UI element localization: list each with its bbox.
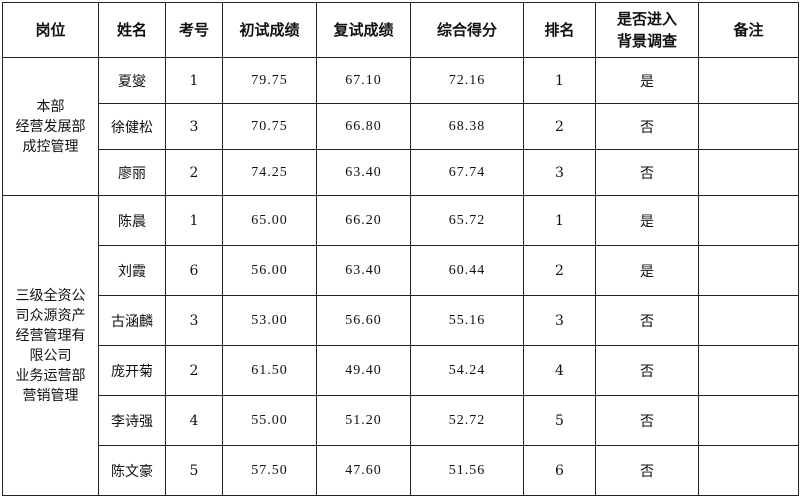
note-cell: [698, 57, 799, 104]
id-cell: 3: [165, 295, 223, 346]
table-row: 廖丽 2 74.25 63.40 67.74 3 否: [3, 149, 799, 196]
table-row: 古涵麟 3 53.00 56.60 55.16 3 否: [3, 295, 799, 346]
name-cell: 古涵麟: [98, 295, 166, 346]
header-first-score: 初试成绩: [222, 2, 317, 58]
bg-cell: 否: [595, 445, 699, 496]
bg-cell: 否: [595, 149, 699, 196]
rank-cell: 6: [523, 445, 596, 496]
rank-cell: 2: [523, 245, 596, 296]
bg-cell: 否: [595, 103, 699, 150]
rank-cell: 4: [523, 345, 596, 396]
table-row: 三级全资公 司众源资产 经营管理有 限公司 业务运营部 营销管理 陈晨 1 65.00…: [2, 195, 799, 496]
header-background-check: 是否进入背景调查: [595, 2, 699, 58]
bg-cell: 否: [595, 295, 699, 346]
position-cell: 本部 经营发展部 成控管理: [2, 57, 99, 196]
name-cell: 刘霞: [98, 245, 166, 296]
note-cell: [698, 395, 799, 446]
header-name: 姓名: [98, 2, 166, 58]
name-cell: 夏燮: [98, 57, 166, 104]
id-cell: 5: [165, 445, 223, 496]
name-cell: 庞开菊: [98, 345, 166, 396]
table-row: 本部 经营发展部 成控管理 夏燮 1 79.75 67.10 72.16 1 是: [2, 57, 799, 196]
bg-cell: 是: [595, 245, 699, 296]
first-cell: 79.75: [222, 57, 317, 104]
bg-cell: 否: [595, 345, 699, 396]
header-row: 岗位 姓名 考号 初试成绩 复试成绩 综合得分 排名 是否进入背景调查 备注: [2, 2, 799, 58]
id-cell: 2: [165, 149, 223, 196]
first-cell: 61.50: [222, 345, 317, 396]
second-cell: 63.40: [316, 149, 411, 196]
second-cell: 51.20: [316, 395, 411, 446]
position-cell: 三级全资公 司众源资产 经营管理有 限公司 业务运营部 营销管理: [2, 195, 99, 496]
first-cell: 53.00: [222, 295, 317, 346]
header-position: 岗位: [2, 2, 99, 58]
rank-cell: 3: [523, 149, 596, 196]
rank-cell: 3: [523, 295, 596, 346]
id-cell: 1: [165, 195, 223, 246]
total-cell: 68.38: [410, 103, 524, 150]
total-cell: 55.16: [410, 295, 524, 346]
first-cell: 65.00: [222, 195, 317, 246]
name-cell: 徐健松: [98, 103, 166, 150]
total-cell: 65.72: [410, 195, 524, 246]
total-cell: 72.16: [410, 57, 524, 104]
name-cell: 陈晨: [98, 195, 166, 246]
name-cell: 李诗强: [98, 395, 166, 446]
second-cell: 63.40: [316, 245, 411, 296]
total-cell: 52.72: [410, 395, 524, 446]
id-cell: 1: [165, 57, 223, 104]
note-cell: [698, 195, 799, 246]
rank-cell: 5: [523, 395, 596, 446]
note-cell: [698, 295, 799, 346]
note-cell: [698, 445, 799, 496]
rank-cell: 2: [523, 103, 596, 150]
total-cell: 67.74: [410, 149, 524, 196]
id-cell: 2: [165, 345, 223, 396]
first-cell: 55.00: [222, 395, 317, 446]
first-cell: 70.75: [222, 103, 317, 150]
second-cell: 66.20: [316, 195, 411, 246]
table-row: 庞开菊 2 61.50 49.40 54.24 4 否: [3, 345, 799, 396]
total-cell: 60.44: [410, 245, 524, 296]
first-cell: 74.25: [222, 149, 317, 196]
note-cell: [698, 149, 799, 196]
note-cell: [698, 103, 799, 150]
rank-cell: 1: [523, 57, 596, 104]
name-cell: 陈文豪: [98, 445, 166, 496]
id-cell: 6: [165, 245, 223, 296]
second-cell: 66.80: [316, 103, 411, 150]
name-cell: 廖丽: [98, 149, 166, 196]
header-id: 考号: [165, 2, 223, 58]
id-cell: 3: [165, 103, 223, 150]
id-cell: 4: [165, 395, 223, 446]
note-cell: [698, 345, 799, 396]
bg-cell: 是: [595, 195, 699, 246]
header-second-score: 复试成绩: [316, 2, 411, 58]
second-cell: 49.40: [316, 345, 411, 396]
header-total-score: 综合得分: [410, 2, 524, 58]
bg-cell: 是: [595, 57, 699, 104]
second-cell: 56.60: [316, 295, 411, 346]
table-row: 李诗强 4 55.00 51.20 52.72 5 否: [3, 395, 799, 446]
first-cell: 57.50: [222, 445, 317, 496]
second-cell: 47.60: [316, 445, 411, 496]
note-cell: [698, 245, 799, 296]
bg-cell: 否: [595, 395, 699, 446]
first-cell: 56.00: [222, 245, 317, 296]
table-row: 徐健松 3 70.75 66.80 68.38 2 否: [3, 103, 799, 150]
total-cell: 54.24: [410, 345, 524, 396]
rank-cell: 1: [523, 195, 596, 246]
table-row: 刘霞 6 56.00 63.40 60.44 2 是: [3, 245, 799, 296]
table-row: 陈文豪 5 57.50 47.60 51.56 6 否: [3, 445, 799, 496]
total-cell: 51.56: [410, 445, 524, 496]
second-cell: 67.10: [316, 57, 411, 104]
header-rank: 排名: [523, 2, 596, 58]
header-note: 备注: [698, 2, 799, 58]
